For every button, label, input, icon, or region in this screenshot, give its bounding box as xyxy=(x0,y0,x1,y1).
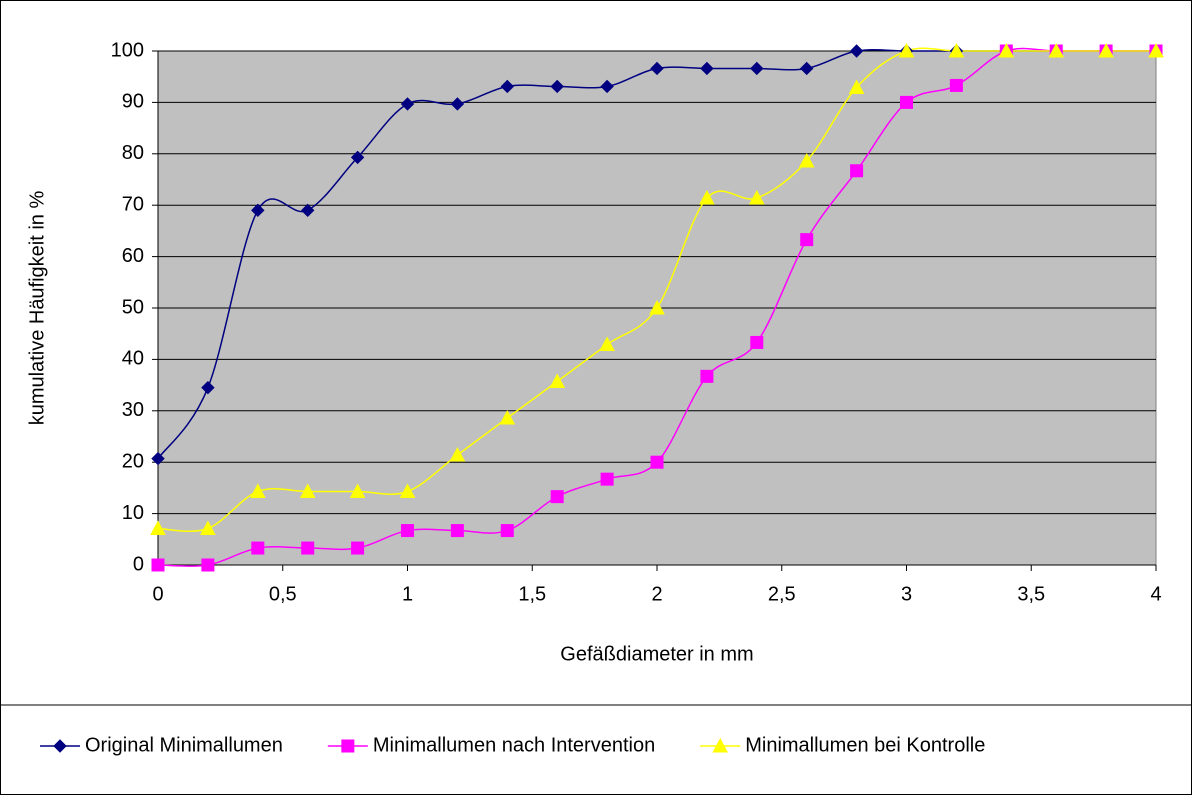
y-tick-label: 100 xyxy=(111,39,144,61)
y-tick-label: 20 xyxy=(122,450,144,472)
marker xyxy=(500,524,514,538)
marker xyxy=(699,189,715,205)
y-tick-label: 60 xyxy=(122,245,144,267)
marker xyxy=(798,152,815,168)
marker xyxy=(712,737,729,753)
marker xyxy=(599,336,615,351)
marker xyxy=(998,42,1015,58)
y-tick-label: 40 xyxy=(122,348,144,370)
marker xyxy=(848,79,865,94)
x-tick-label: 0 xyxy=(152,583,163,605)
marker xyxy=(251,203,265,218)
marker xyxy=(249,483,266,498)
marker xyxy=(399,483,416,498)
marker xyxy=(949,78,963,92)
marker xyxy=(500,79,515,94)
marker xyxy=(201,558,215,572)
marker xyxy=(850,164,864,178)
marker xyxy=(649,299,665,315)
marker xyxy=(351,541,365,555)
marker xyxy=(550,79,564,94)
marker xyxy=(700,369,714,383)
marker xyxy=(1098,42,1114,58)
marker xyxy=(341,739,355,753)
x-axis-label: Gefäßdiameter in mm xyxy=(560,643,753,665)
marker xyxy=(350,150,365,165)
marker xyxy=(201,380,215,395)
marker xyxy=(151,451,165,466)
marker xyxy=(750,61,764,76)
legend-label: Minimallumen bei Kontrolle xyxy=(745,734,985,756)
marker xyxy=(700,61,714,76)
marker xyxy=(200,520,216,536)
x-tick-label: 1,5 xyxy=(518,583,546,605)
series-line xyxy=(157,47,1156,567)
legend-item: Minimallumen nach Intervention xyxy=(327,734,655,756)
marker xyxy=(948,42,965,58)
marker xyxy=(450,97,465,111)
series-line xyxy=(157,47,1156,532)
y-tick-label: 0 xyxy=(133,553,144,575)
marker xyxy=(600,472,614,486)
marker xyxy=(750,335,764,349)
marker xyxy=(549,373,566,389)
y-tick-label: 90 xyxy=(122,91,144,113)
marker xyxy=(600,79,614,94)
marker xyxy=(400,97,415,111)
y-tick-label: 10 xyxy=(122,502,144,524)
x-tick-label: 4 xyxy=(1150,583,1161,605)
marker xyxy=(748,189,765,205)
marker xyxy=(849,44,864,58)
marker xyxy=(401,524,414,538)
marker xyxy=(53,739,67,753)
marker xyxy=(499,409,516,425)
marker xyxy=(251,541,265,555)
marker xyxy=(150,520,166,536)
marker xyxy=(301,541,315,555)
marker xyxy=(799,61,814,76)
marker xyxy=(300,203,315,218)
x-tick-label: 0,5 xyxy=(269,583,297,605)
y-tick-label: 80 xyxy=(122,142,144,164)
marker xyxy=(151,558,165,572)
x-tick-label: 1 xyxy=(402,583,413,605)
y-tick-label: 70 xyxy=(122,193,144,215)
y-tick-label: 30 xyxy=(122,399,144,421)
legend-label: Minimallumen nach Intervention xyxy=(373,734,655,756)
marker xyxy=(1148,42,1164,58)
marker xyxy=(299,483,316,498)
legend-label: Original Minimallumen xyxy=(85,734,283,756)
x-tick-label: 2,5 xyxy=(768,583,796,605)
x-tick-label: 3 xyxy=(901,583,912,605)
marker xyxy=(349,483,366,498)
marker xyxy=(898,42,915,58)
legend-item: Original Minimallumen xyxy=(40,734,283,756)
marker xyxy=(650,455,664,469)
marker xyxy=(800,233,814,247)
y-axis-label: kumulative Häufigkeit in % xyxy=(26,191,48,426)
y-tick-label: 50 xyxy=(122,296,144,318)
legend-item: Minimallumen bei Kontrolle xyxy=(700,734,985,756)
x-tick-label: 2 xyxy=(651,583,662,605)
marker xyxy=(550,490,564,504)
marker xyxy=(900,95,913,109)
marker xyxy=(1048,42,1065,58)
marker xyxy=(450,524,464,538)
x-tick-label: 3,5 xyxy=(1017,583,1045,605)
marker xyxy=(449,446,466,462)
marker xyxy=(650,61,664,76)
